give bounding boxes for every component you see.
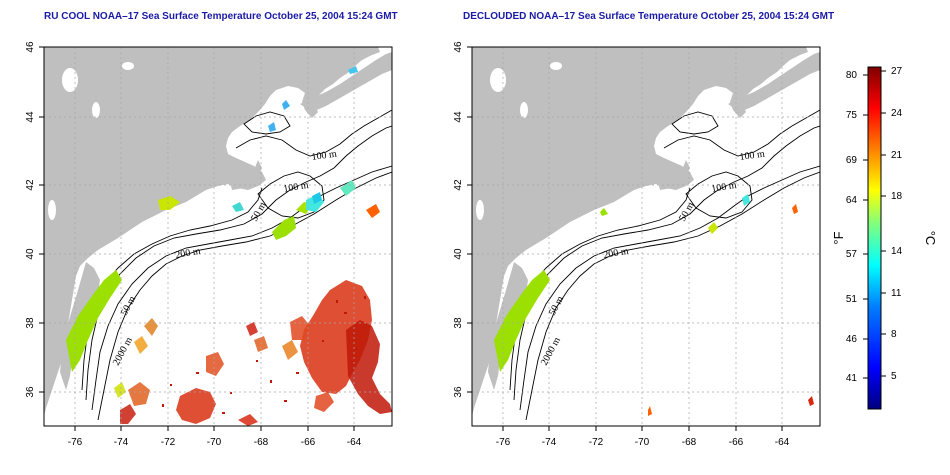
panel-1-map: 100 m 100 m 50 m 200 m 50 m 2000 m -76 -… xyxy=(25,41,393,448)
contour-label: 100 m xyxy=(711,180,738,195)
lake xyxy=(490,68,506,92)
contour-gulf-of-maine xyxy=(235,109,392,157)
contour-georges-bank xyxy=(257,171,325,219)
contour-2000m xyxy=(525,171,820,421)
x-tick-label: -76 xyxy=(68,437,83,448)
lake xyxy=(476,200,484,220)
x-tick-label: -68 xyxy=(254,437,269,448)
x-tick-label: -64 xyxy=(347,437,362,448)
lake xyxy=(122,62,134,70)
fahrenheit-tick-label: 75 xyxy=(846,110,858,121)
contour-label: 100 m xyxy=(283,180,310,195)
colorbar-ticks xyxy=(863,70,886,379)
panel-2-title: DECLOUDED NOAA–17 Sea Surface Temperatur… xyxy=(463,11,835,22)
fahrenheit-tick-label: 80 xyxy=(846,70,858,81)
contour-2000m xyxy=(97,171,392,421)
land-mass xyxy=(472,47,808,416)
fahrenheit-tick-label: 64 xyxy=(846,195,858,206)
contour-label: 200 m xyxy=(175,246,202,261)
x-tick-label: -72 xyxy=(589,437,604,448)
y-tick-label: 40 xyxy=(453,248,464,260)
contour-label: 100 m xyxy=(311,149,338,163)
map-frame xyxy=(43,46,393,427)
colorbar: 80 75 69 64 57 51 46 41 27 24 21 18 14 1… xyxy=(831,66,938,410)
celsius-tick-label: 11 xyxy=(891,288,902,299)
x-tick-label: -66 xyxy=(301,437,316,448)
axis-ticks xyxy=(467,46,783,431)
lake xyxy=(520,102,528,118)
lake xyxy=(48,200,56,220)
y-tick-label: 42 xyxy=(453,179,464,191)
grid-lines xyxy=(44,47,392,426)
contour-georges-bank xyxy=(685,171,753,219)
contour-inner xyxy=(671,111,719,135)
lake xyxy=(550,62,562,70)
x-tick-label: -72 xyxy=(161,437,176,448)
celsius-tick-label: 27 xyxy=(891,66,903,77)
x-tick-label: -70 xyxy=(635,437,650,448)
y-tick-label: 38 xyxy=(25,317,36,329)
x-tick-label: -64 xyxy=(775,437,790,448)
celsius-tick-label: 8 xyxy=(891,329,897,340)
y-tick-label: 36 xyxy=(25,386,36,398)
axis-ticks xyxy=(39,46,355,431)
contour-inner xyxy=(243,111,291,135)
y-tick-label: 44 xyxy=(25,111,36,123)
celsius-tick-label: 24 xyxy=(891,108,903,119)
fahrenheit-unit-label: °F xyxy=(831,231,846,244)
nova-scotia xyxy=(300,52,392,112)
celsius-tick-label: 21 xyxy=(891,150,903,161)
contour-200m xyxy=(519,165,820,411)
land-mass xyxy=(44,47,380,416)
panel-1-title: RU COOL NOAA–17 Sea Surface Temperature … xyxy=(44,11,398,22)
nova-scotia xyxy=(728,52,820,112)
contour-label: 100 m xyxy=(739,149,766,163)
contour-gulf-of-maine xyxy=(663,109,820,157)
lake xyxy=(92,102,100,118)
contour-200m xyxy=(91,165,392,411)
sst-patches xyxy=(66,66,392,426)
fahrenheit-tick-label: 46 xyxy=(846,334,858,345)
contour-label: 200 m xyxy=(603,246,630,261)
map-frame xyxy=(471,46,821,427)
x-tick-label: -76 xyxy=(496,437,511,448)
celsius-unit-label: °C xyxy=(923,231,938,246)
celsius-tick-label: 18 xyxy=(891,191,903,202)
x-tick-label: -68 xyxy=(682,437,697,448)
fahrenheit-tick-label: 69 xyxy=(846,155,858,166)
sst-patches xyxy=(494,194,814,416)
lake xyxy=(62,68,78,92)
cape-cod xyxy=(230,160,262,190)
celsius-tick-label: 5 xyxy=(891,371,897,382)
colorbar-gradient xyxy=(867,66,882,410)
y-tick-label: 40 xyxy=(25,248,36,260)
y-tick-label: 42 xyxy=(25,179,36,191)
y-tick-label: 38 xyxy=(453,317,464,329)
x-tick-label: -66 xyxy=(729,437,744,448)
y-tick-label: 44 xyxy=(453,111,464,123)
y-tick-label: 46 xyxy=(453,41,464,53)
y-tick-label: 46 xyxy=(25,41,36,53)
y-tick-label: 36 xyxy=(453,386,464,398)
x-tick-label: -70 xyxy=(207,437,222,448)
panel-2-map: 100 m 100 m 50 m 200 m 50 m 2000 m -76 -… xyxy=(453,41,821,448)
fahrenheit-tick-label: 57 xyxy=(846,249,858,260)
fahrenheit-tick-label: 51 xyxy=(846,294,858,305)
fahrenheit-tick-label: 41 xyxy=(846,373,858,384)
grid-lines xyxy=(472,47,820,426)
cape-cod xyxy=(658,160,690,190)
x-tick-label: -74 xyxy=(114,437,129,448)
celsius-tick-label: 14 xyxy=(891,246,903,257)
x-tick-label: -74 xyxy=(542,437,557,448)
